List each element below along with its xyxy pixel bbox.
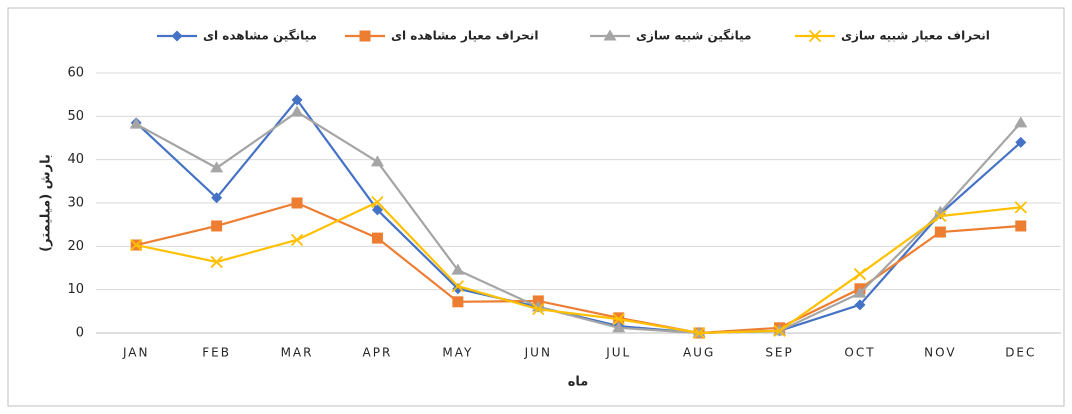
x-tick-label: JUN [524, 346, 552, 360]
marker [612, 312, 625, 326]
marker [359, 30, 371, 42]
legend-label: انحراف معیار مشاهده ای [391, 29, 538, 43]
marker [211, 220, 223, 232]
marker [613, 312, 625, 324]
marker [371, 204, 383, 216]
x-tick-label: FEB [202, 346, 231, 360]
series-line [135, 110, 1022, 335]
marker [853, 286, 867, 298]
legend-label: میانگین شبیه سازی [636, 29, 751, 43]
y-tick-label: 40 [67, 152, 84, 167]
x-tick-label: JUL [605, 346, 631, 360]
marker [371, 232, 383, 244]
x-tick-label: JAN [122, 346, 150, 360]
x-tick-label: AUG [683, 346, 715, 360]
x-tick-label: MAY [442, 346, 473, 360]
legend-item: انحراف معیار شبیه سازی [795, 29, 990, 43]
x-tick-label: SEP [765, 346, 793, 360]
marker [210, 161, 224, 173]
marker [290, 105, 304, 117]
marker [532, 303, 545, 316]
marker [370, 155, 384, 167]
marker [291, 94, 303, 106]
marker [854, 299, 866, 311]
y-tick-label: 30 [67, 196, 84, 211]
marker [290, 233, 304, 246]
y-tick-label: 60 [67, 66, 84, 81]
x-tick-label: OCT [844, 346, 875, 360]
marker [1015, 136, 1027, 148]
marker [612, 321, 626, 333]
marker [808, 29, 822, 43]
y-tick-label: 20 [67, 239, 84, 254]
x-tick-label: NOV [924, 346, 956, 360]
marker [692, 326, 706, 340]
x-tick-label: DEC [1005, 346, 1036, 360]
chart-frame [7, 7, 1065, 407]
marker [171, 30, 183, 42]
marker [934, 209, 947, 223]
legend-item: میانگین مشاهده ای [157, 29, 317, 43]
legend-label: انحراف معیار شبیه سازی [841, 29, 990, 43]
marker [773, 324, 786, 337]
marker [1015, 220, 1027, 232]
marker [371, 195, 384, 209]
y-tick-label: 0 [76, 326, 84, 341]
marker [130, 238, 143, 252]
marker [451, 263, 465, 275]
x-tick-label: MAR [281, 346, 314, 360]
series-line [135, 200, 1021, 335]
marker [452, 296, 464, 308]
legend-label: میانگین مشاهده ای [203, 29, 317, 43]
x-axis-title: ماه [568, 375, 589, 390]
marker [853, 267, 867, 281]
legend-item: انحراف معیار مشاهده ای [345, 29, 538, 43]
marker [210, 255, 223, 269]
x-tick-label: APR [363, 346, 393, 360]
marker [129, 117, 143, 129]
legend-item: میانگین شبیه سازی [590, 29, 751, 43]
marker [451, 280, 465, 293]
marker [291, 197, 303, 209]
marker [934, 226, 946, 238]
marker [603, 29, 617, 41]
y-axis-title: بارش (میلیمتر) [39, 154, 54, 252]
marker [211, 192, 223, 204]
y-tick-label: 10 [67, 282, 84, 297]
marker [1014, 116, 1028, 128]
y-tick-label: 50 [67, 109, 84, 124]
marker [1014, 201, 1027, 214]
